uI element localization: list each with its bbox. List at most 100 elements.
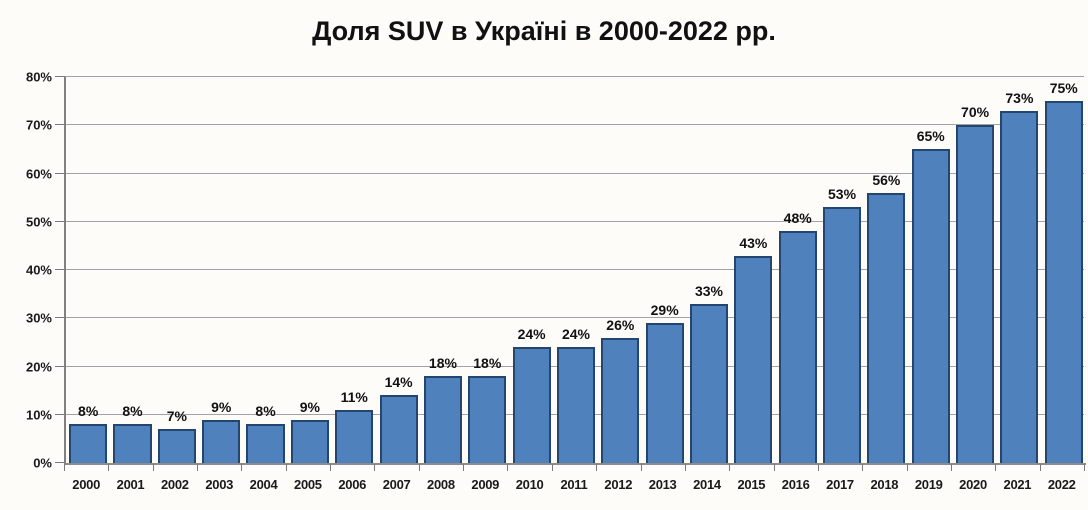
bar-slot-2004: 8% <box>243 77 287 463</box>
x-tick-label-2006: 2006 <box>338 477 367 492</box>
bar-2010 <box>512 347 551 463</box>
x-tick-label-2012: 2012 <box>604 477 633 492</box>
bar-value-label: 73% <box>1005 89 1034 106</box>
x-tick-label-2003: 2003 <box>205 477 234 492</box>
bar-slot-2005: 9% <box>288 77 332 463</box>
x-tick-label-2002: 2002 <box>160 477 189 492</box>
x-tick-label-2013: 2013 <box>648 477 677 492</box>
bar-slot-2013: 29% <box>642 77 686 463</box>
bar-2006 <box>335 409 374 463</box>
bar-slot-2016: 48% <box>776 77 820 463</box>
x-tick-label-2008: 2008 <box>427 477 455 492</box>
bar-2001 <box>113 424 152 463</box>
x-tick-label-2000: 2000 <box>72 477 101 492</box>
x-axis-labels: 2000 2001 2002 2003 2004 2005 2006 2007 2008 2009… <box>64 477 1084 492</box>
bar-2011 <box>556 347 596 463</box>
bar-value-label: 43% <box>739 234 768 251</box>
bar-2014 <box>689 303 729 463</box>
bar-slot-2011: 24% <box>554 77 598 463</box>
bar-slot-2006: 11% <box>332 77 376 463</box>
x-tick-label-2022: 2022 <box>1047 477 1076 492</box>
y-tick-label: 10% <box>25 407 52 423</box>
bar-2022 <box>1044 101 1083 463</box>
bar-slot-2020: 70% <box>953 77 997 463</box>
bar-value-label: 14% <box>384 374 413 391</box>
y-tick-label: 50% <box>25 214 52 230</box>
bar-value-label: 56% <box>872 171 901 188</box>
x-tick-label-2019: 2019 <box>914 477 943 492</box>
bar-value-label: 48% <box>783 210 812 227</box>
bar-2017 <box>822 207 862 463</box>
bar-2005 <box>290 419 329 463</box>
bar-value-label: 8% <box>122 403 143 420</box>
bar-value-label: 24% <box>561 326 590 343</box>
bar-value-label: 65% <box>916 128 945 145</box>
bar-value-label: 8% <box>78 403 99 420</box>
bar-slot-2021: 73% <box>997 77 1041 463</box>
bar-2016 <box>778 231 817 463</box>
y-axis-labels: 0% 10% 20% 30% 40% 50% 60% 70% 80% <box>0 70 52 471</box>
bar-value-label: 26% <box>606 316 635 333</box>
bar-2012 <box>601 337 640 463</box>
bar-slot-2017: 53% <box>820 77 864 463</box>
bar-2007 <box>379 395 418 463</box>
bar-value-label: 18% <box>428 355 457 372</box>
bar-2002 <box>157 429 196 463</box>
bar-2004 <box>246 424 285 463</box>
y-tick-label: 30% <box>25 310 52 326</box>
bar-2021 <box>1000 110 1039 463</box>
x-tick-label-2015: 2015 <box>737 477 766 492</box>
y-axis-tick-marks <box>55 76 65 463</box>
chart-title: Доля SUV в Україні в 2000-2022 рр. <box>312 16 776 46</box>
bar-value-label: 33% <box>694 282 723 299</box>
bar-value-label: 9% <box>299 398 321 415</box>
bar-value-label: 7% <box>166 408 187 425</box>
bar-slot-2000: 8% <box>66 77 110 463</box>
bar-slot-2002: 7% <box>155 77 199 463</box>
x-tick-label-2011: 2011 <box>560 477 588 492</box>
bar-2008 <box>423 376 462 463</box>
x-tick-label-2004: 2004 <box>249 477 278 492</box>
x-tick-label-2005: 2005 <box>294 477 322 492</box>
y-tick-label: 80% <box>25 69 52 85</box>
bar-value-label: 11% <box>340 388 368 405</box>
bar-slot-2007: 14% <box>376 77 420 463</box>
bar-value-label: 75% <box>1049 80 1078 97</box>
bar-slot-2008: 18% <box>421 77 465 463</box>
bar-2019 <box>911 149 950 463</box>
bar-2018 <box>867 192 906 463</box>
x-tick-label-2020: 2020 <box>959 477 987 492</box>
bar-2020 <box>955 125 995 463</box>
y-tick-label: 40% <box>25 262 52 278</box>
bar-2013 <box>645 323 684 463</box>
y-tick-label: 20% <box>25 359 52 374</box>
x-tick-label-2009: 2009 <box>471 477 500 492</box>
y-tick-label: 0% <box>33 455 52 471</box>
bar-slot-2014: 33% <box>687 77 731 463</box>
plot-area: 8% 8% 7% 9% 8% 9% 11% 14% 18% 18% 24% 24% 26% 29% 33% 4… <box>64 77 1086 465</box>
x-tick-label-2007: 2007 <box>382 477 411 492</box>
bar-value-label: 53% <box>828 186 857 203</box>
x-tick-label-2021: 2021 <box>1003 477 1032 492</box>
bar-slot-2018: 56% <box>864 77 908 463</box>
x-tick-label-2001: 2001 <box>116 477 145 492</box>
bar-value-label: 9% <box>211 398 232 415</box>
x-tick-label-2016: 2016 <box>781 477 810 492</box>
bar-value-label: 18% <box>473 355 502 372</box>
bar-slot-2001: 8% <box>110 77 154 463</box>
bar-slot-2015: 43% <box>731 77 775 463</box>
x-tick-label-2010: 2010 <box>515 477 544 492</box>
bar-slot-2012: 26% <box>598 77 642 463</box>
bar-value-label: 29% <box>650 302 679 319</box>
x-tick-label-2014: 2014 <box>693 477 721 492</box>
x-tick-label-2017: 2017 <box>826 477 854 492</box>
y-tick-label: 60% <box>25 166 52 181</box>
x-axis-tick-marks <box>64 464 1085 471</box>
bar-slot-2010: 24% <box>509 77 553 463</box>
bar-slot-2022: 75% <box>1042 77 1086 463</box>
bar-value-label: 8% <box>255 403 276 420</box>
bar-2000 <box>69 424 108 463</box>
bar-slot-2009: 18% <box>465 77 509 463</box>
bar-2003 <box>202 419 241 463</box>
